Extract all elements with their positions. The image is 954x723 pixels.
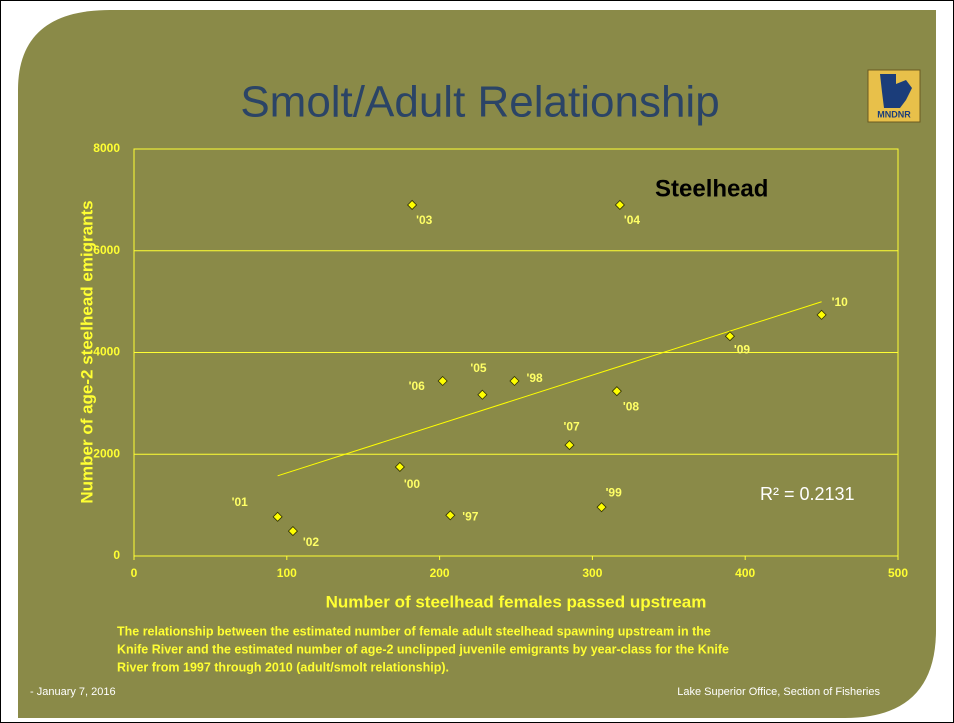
point (614, 199, 625, 211)
footer-office: Lake Superior Office, Section of Fisheri… (677, 686, 880, 698)
point-label: '03 (416, 213, 433, 227)
y-tick-label: 6000 (93, 243, 120, 257)
point (477, 389, 488, 400)
point (407, 199, 418, 211)
point (445, 510, 456, 521)
point (394, 461, 405, 473)
y-tick-label: 8000 (93, 141, 120, 155)
caption-line: The relationship between the estimated n… (117, 624, 711, 638)
y-tick-label: 2000 (93, 446, 120, 460)
point (816, 309, 827, 320)
x-tick-label: 0 (131, 566, 138, 580)
background-panel (18, 10, 936, 718)
logo-text: MNDNR (877, 109, 911, 119)
point-label: '00 (404, 477, 421, 491)
point (564, 440, 575, 451)
y-axis-label: Number of age-2 steelhead emigrants (77, 200, 96, 503)
point-label: '09 (734, 342, 751, 356)
point-label: '99 (606, 485, 623, 499)
point (287, 526, 298, 537)
point-label: '97 (462, 509, 479, 523)
r-squared: R² = 0.2131 (760, 484, 855, 504)
trendline (277, 301, 822, 477)
x-tick-label: 300 (582, 566, 602, 580)
point (509, 375, 520, 387)
caption-line: Knife River and the estimated number of … (117, 642, 729, 656)
x-tick-label: 400 (735, 566, 755, 580)
point (596, 502, 607, 513)
point-label: '02 (303, 535, 320, 549)
point-label: '10 (832, 295, 849, 309)
x-axis-label: Number of steelhead females passed upstr… (326, 592, 707, 611)
point-label: '05 (470, 361, 487, 375)
x-tick-label: 500 (888, 566, 908, 580)
point-label: '98 (526, 371, 543, 385)
point (724, 331, 735, 342)
point (272, 511, 283, 522)
point-label: '04 (624, 213, 641, 227)
x-tick-label: 100 (277, 566, 297, 580)
annotation: Steelhead (655, 175, 768, 202)
y-tick-label: 0 (113, 548, 120, 562)
point-label: '07 (563, 419, 580, 433)
footer-date: - January 7, 2016 (30, 686, 116, 698)
x-tick-label: 200 (430, 566, 450, 580)
caption-line: River from 1997 through 2010 (adult/smol… (117, 660, 449, 674)
logo: MNDNR (867, 69, 921, 123)
point-label: '08 (623, 399, 640, 413)
point (611, 386, 622, 397)
slide-title: Smolt/Adult Relationship (240, 78, 719, 127)
logo-map (880, 74, 912, 108)
point (437, 375, 448, 387)
point-label: '06 (409, 379, 426, 393)
y-tick-label: 4000 (93, 345, 120, 359)
point-label: '01 (232, 495, 249, 509)
